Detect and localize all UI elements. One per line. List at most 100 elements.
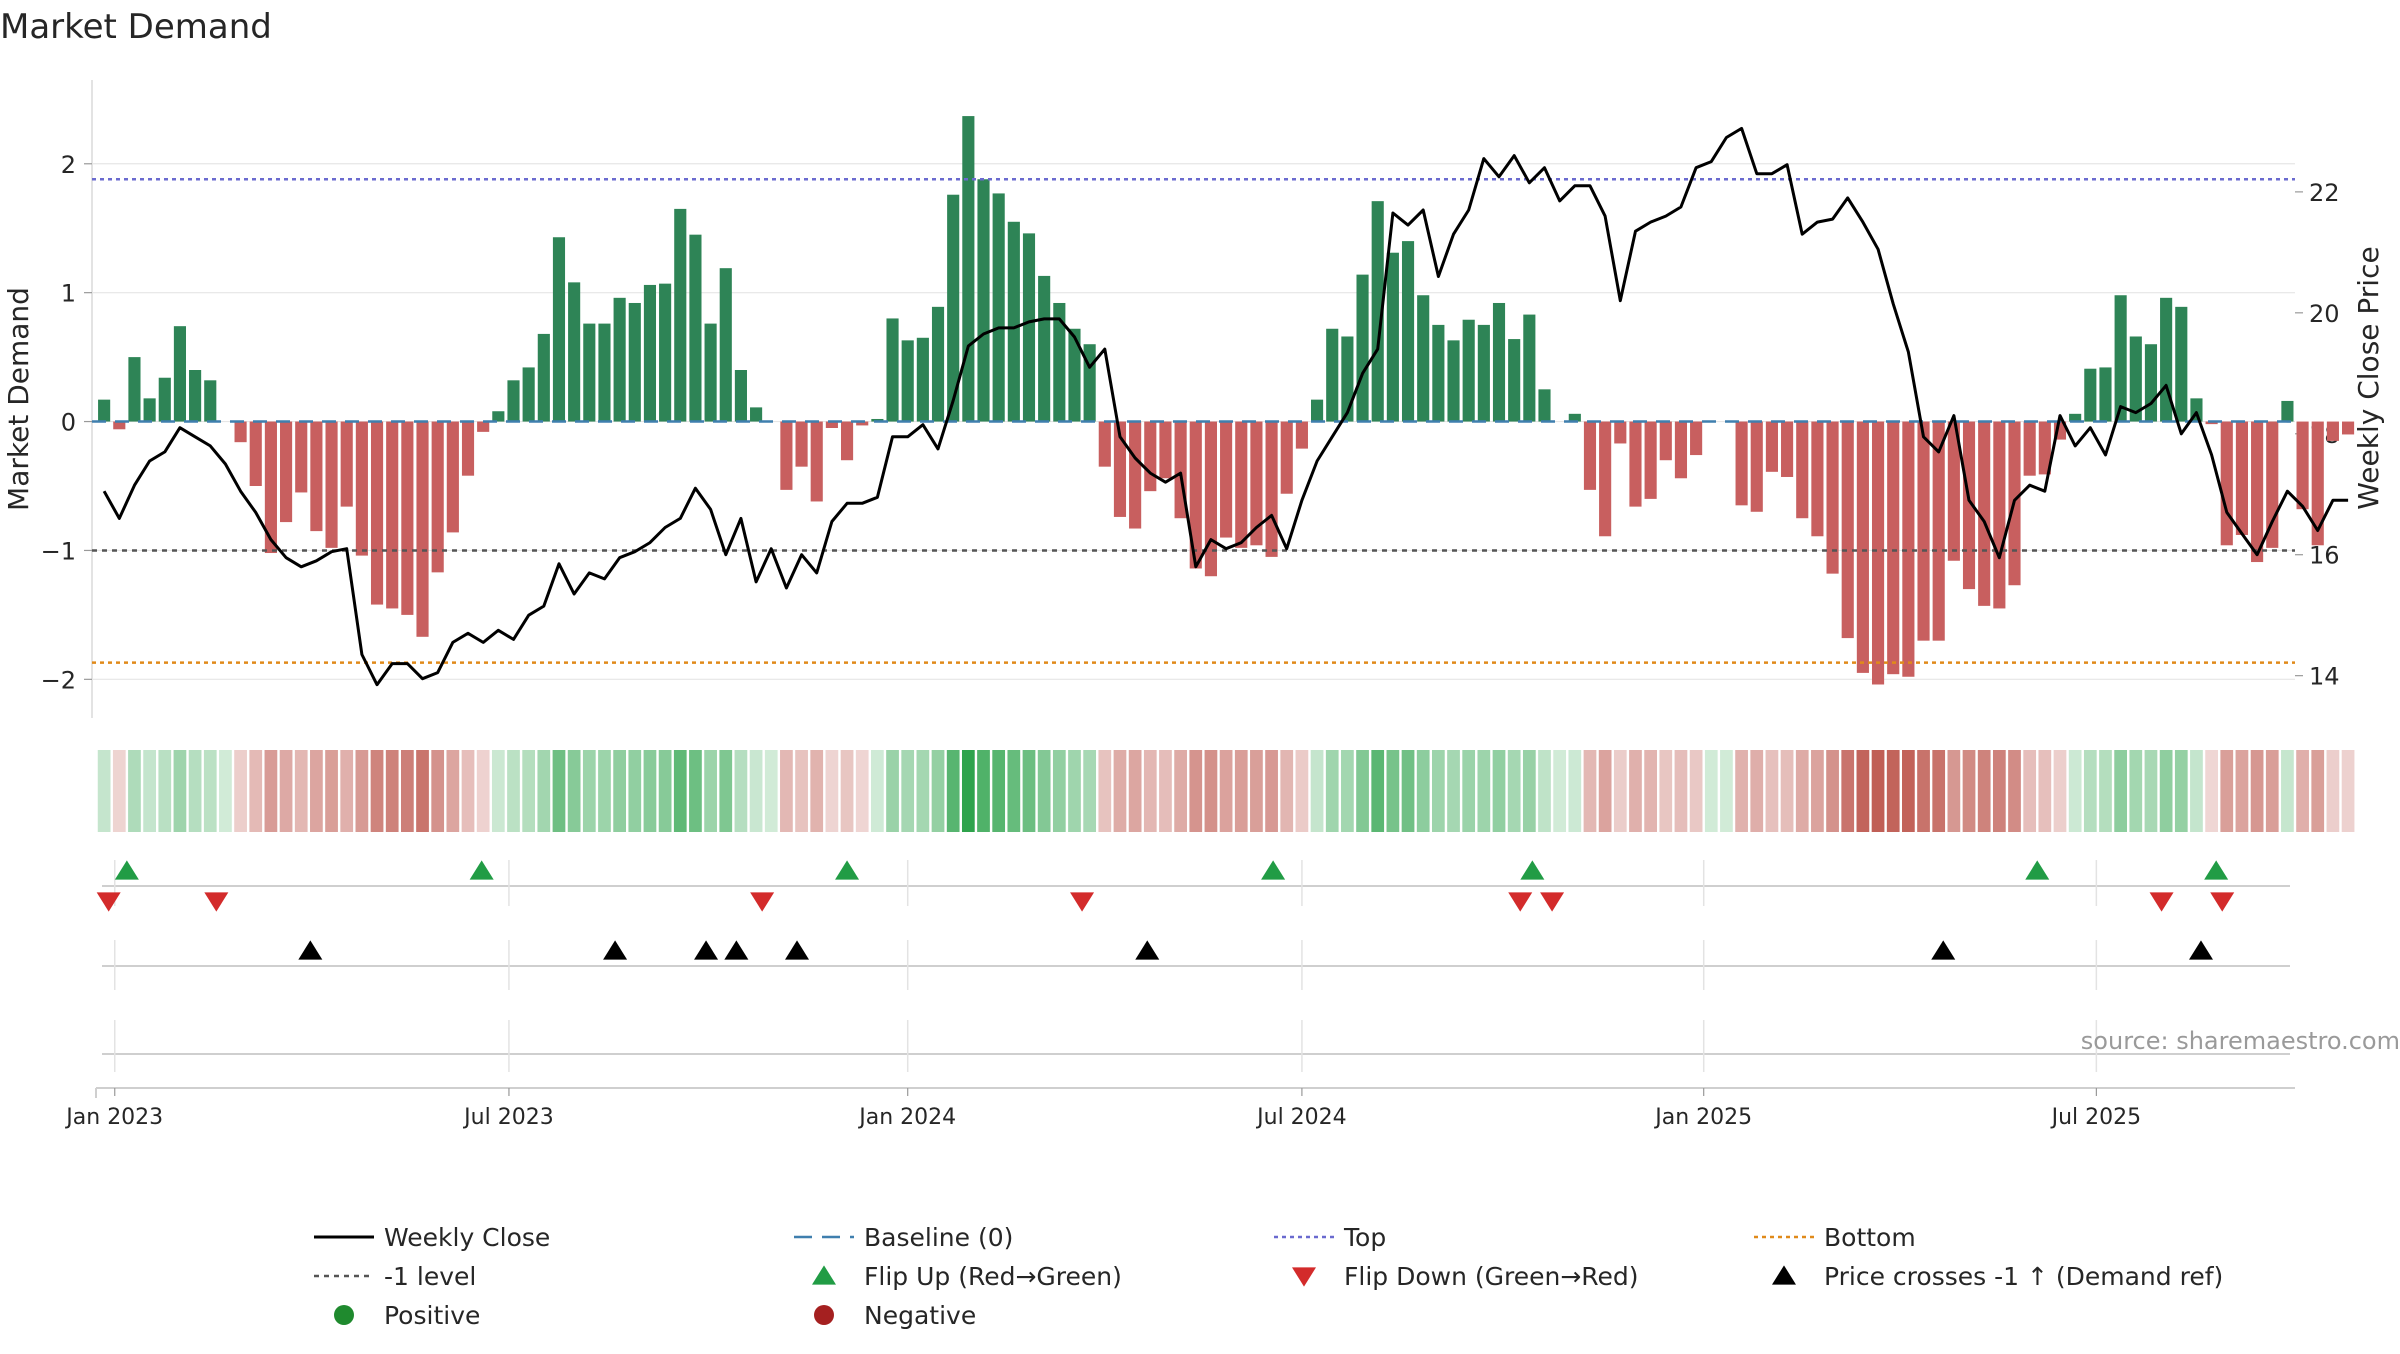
demand-bar-positive [1356, 274, 1369, 422]
heatmap-cell [1416, 750, 1430, 832]
flip-up-marker [2204, 860, 2229, 880]
heatmap-cell [2311, 750, 2325, 832]
demand-bar-positive [143, 398, 156, 422]
heatmap-cell [491, 750, 505, 832]
demand-bar-positive [2084, 368, 2097, 422]
demand-bar-positive [916, 337, 929, 422]
heatmap-cell [1234, 750, 1248, 832]
heatmap-cell [871, 750, 884, 832]
demand-bar-positive [1538, 389, 1551, 422]
demand-bar-positive [1432, 324, 1445, 422]
demand-bar-negative [856, 421, 869, 426]
demand-bar-negative [1917, 421, 1930, 641]
demand-bar-negative [780, 421, 793, 490]
heatmap-cell [2099, 750, 2112, 832]
heatmap-cell [1795, 750, 1809, 832]
demand-bar-positive [1401, 241, 1415, 422]
demand-bar-positive [1386, 252, 1399, 422]
demand-bar-positive [507, 380, 520, 422]
heatmap-cell [234, 750, 247, 832]
legend-item-flip-up: Flip Up (Red→Green) [864, 1262, 1122, 1291]
demand-bar-positive [2114, 295, 2127, 422]
heatmap-cell [1553, 750, 1567, 832]
heatmap-cell [2326, 750, 2340, 832]
demand-bar-negative [370, 421, 384, 605]
demand-bar-positive [2144, 344, 2158, 422]
heatmap-cell [1674, 750, 1688, 832]
flip-up-marker [2025, 860, 2050, 880]
heatmap-cell [598, 750, 611, 832]
heatmap-cell [1098, 750, 1112, 832]
heatmap-cell [1765, 750, 1779, 832]
y2-tick-label: 22 [2309, 179, 2340, 207]
demand-bar-negative [1674, 421, 1688, 479]
heatmap-cell [1886, 750, 1900, 832]
heatmap-cell [1568, 750, 1582, 832]
demand-bar-negative [1841, 421, 1854, 639]
demand-bar-positive [537, 333, 550, 422]
demand-bar-negative [446, 421, 459, 533]
demand-bar-negative [1750, 421, 1763, 512]
demand-bar-negative [1765, 421, 1778, 472]
y2-tick-label: 16 [2309, 542, 2340, 570]
heatmap-cell [1583, 750, 1597, 832]
demand-bar-negative [2220, 421, 2233, 546]
flip-down-marker [2210, 892, 2235, 912]
heatmap-cell [370, 750, 384, 832]
demand-bar-positive [492, 411, 505, 422]
demand-bar-negative [1189, 421, 1202, 569]
heatmap-cell [961, 750, 975, 832]
heatmap-cell [2129, 750, 2143, 832]
x-tick-label: Jan 2023 [64, 1105, 163, 1130]
legend-swatch-negative [814, 1305, 834, 1325]
demand-bar-negative [840, 421, 854, 461]
heatmap-cell [1902, 750, 1915, 832]
demand-bar-negative [810, 421, 823, 502]
demand-bar-negative [264, 421, 277, 554]
heatmap-cell [2159, 750, 2173, 832]
demand-bar-negative [1235, 421, 1248, 548]
y-tick-label: −1 [41, 537, 76, 565]
legend-label-negative: Negative [864, 1301, 976, 1330]
demand-bar-negative [1690, 421, 1703, 456]
demand-bar-positive [98, 399, 111, 422]
heatmap-cell [2296, 750, 2309, 832]
heatmap-cell [2023, 750, 2037, 832]
legend-swatch-flip-down [1292, 1267, 1316, 1287]
flip-up-marker [1261, 860, 1286, 880]
heatmap-cell [1689, 750, 1703, 832]
demand-bar-positive [947, 194, 960, 422]
demand-bar-positive [901, 340, 914, 422]
demand-bar-negative [1856, 421, 1869, 673]
price-cross-marker [603, 940, 628, 960]
heatmap-cell [2053, 750, 2067, 832]
demand-bar-negative [1826, 421, 1839, 574]
heatmap-cell [507, 750, 520, 832]
heatmap-cell [1113, 750, 1127, 832]
heatmap-cell [2038, 750, 2052, 832]
heatmap-cell [1947, 750, 1961, 832]
demand-bar-negative [1902, 421, 1915, 677]
heatmap-cell [1143, 750, 1157, 832]
flip-up-marker [114, 860, 139, 880]
demand-bar-negative [1993, 421, 2006, 609]
heatmap-cell [1704, 750, 1718, 832]
demand-bar-positive [173, 326, 187, 422]
demand-bar-positive [598, 323, 611, 422]
demand-bar-negative [2326, 421, 2339, 441]
demand-bar-positive [128, 357, 141, 422]
demand-bar-negative [2251, 421, 2264, 563]
flip-up-marker [835, 860, 860, 880]
demand-bar-negative [1932, 421, 1945, 641]
demand-bar-positive [1007, 221, 1020, 422]
price-cross-marker [724, 940, 749, 960]
demand-bar-positive [1371, 201, 1384, 422]
weekly-close-price-line [102, 126, 2349, 687]
chart-title: Market Demand [0, 7, 272, 47]
heatmap-cell [431, 750, 445, 832]
heatmap-cell [643, 750, 657, 832]
legend-label-baseline: Baseline (0) [864, 1223, 1013, 1252]
demand-bar-positive [1462, 319, 1475, 422]
